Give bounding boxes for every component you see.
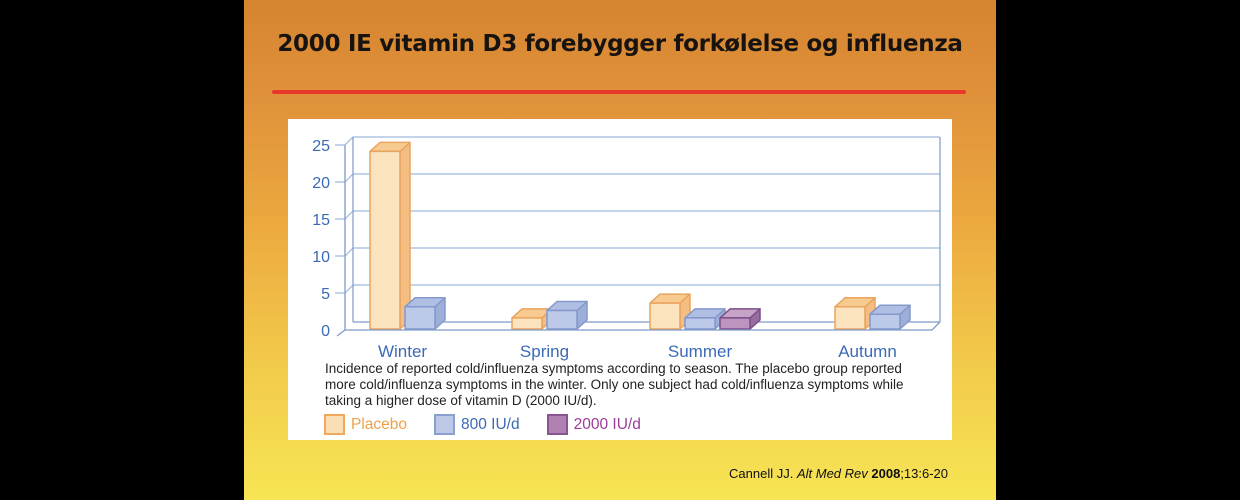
legend-item-800iud: 800 IU/d — [434, 414, 520, 435]
2000iud-swatch — [546, 414, 568, 435]
placebo-swatch — [324, 414, 345, 435]
left-letterbox — [0, 0, 244, 500]
svg-text:5: 5 — [321, 286, 330, 303]
citation-year: 2008 — [871, 466, 901, 481]
legend-label: 800 IU/d — [461, 415, 520, 433]
svg-text:25: 25 — [312, 138, 330, 155]
legend-label: 2000 IU/d — [573, 415, 641, 433]
svg-text:Autumn: Autumn — [838, 342, 897, 361]
citation: Cannell JJ. Alt Med Rev 2008;13:6-20 — [729, 466, 948, 481]
page-title: 2000 IE vitamin D3 forebygger forkølelse… — [277, 31, 963, 57]
svg-text:Spring: Spring — [520, 342, 569, 361]
svg-text:10: 10 — [312, 249, 330, 266]
legend-item-2000iud: 2000 IU/d — [546, 414, 641, 435]
svg-text:Summer: Summer — [668, 342, 733, 361]
season-bar-chart: 0 5 10 15 20 25 Winter Spring Summer Autumn — [312, 136, 941, 361]
svg-text:Winter: Winter — [378, 342, 427, 361]
legend-item-placebo: Placebo — [324, 414, 407, 435]
svg-text:20: 20 — [312, 175, 330, 192]
800iud-swatch — [434, 414, 456, 435]
svg-text:0: 0 — [321, 323, 330, 340]
slide: 2000 IE vitamin D3 forebygger forkølelse… — [244, 0, 996, 500]
citation-journal: Alt Med Rev — [796, 466, 872, 481]
figure-caption: Incidence of reported cold/influenza sym… — [325, 361, 904, 408]
right-letterbox — [996, 0, 1240, 500]
svg-text:15: 15 — [312, 212, 330, 229]
legend-label: Placebo — [351, 415, 408, 433]
figure-panel: 0 5 10 15 20 25 Winter Spring Summer Autumn Incid… — [288, 119, 952, 440]
citation-pages: ;13:6-20 — [900, 466, 948, 481]
chart-legend: Placebo 800 IU/d 2000 IU/d — [324, 414, 641, 435]
title-underline — [272, 90, 966, 94]
citation-author: Cannell JJ. — [729, 466, 797, 481]
